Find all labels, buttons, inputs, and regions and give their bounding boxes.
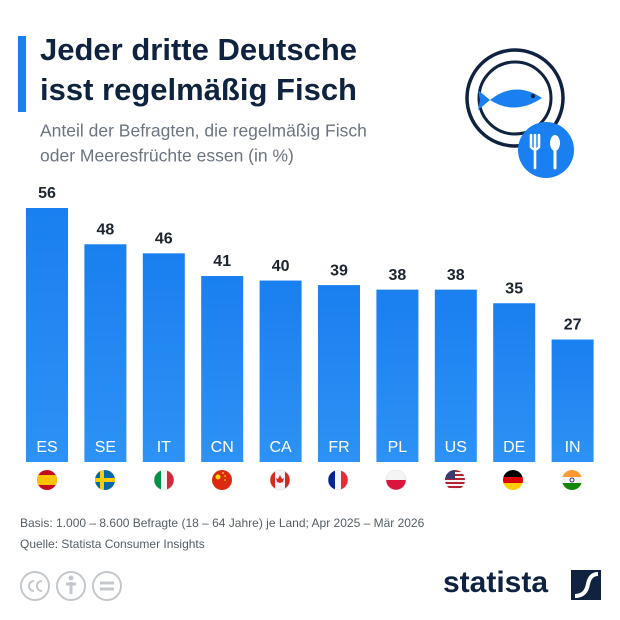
category-label: FR — [328, 439, 349, 456]
bar — [201, 276, 244, 462]
value-label: 27 — [564, 317, 582, 334]
value-label: 38 — [447, 267, 465, 284]
chart-subtitle: Anteil der Befragten, die regelmäßig Fis… — [40, 121, 367, 141]
value-label: 38 — [389, 267, 407, 284]
chart-subtitle: oder Meeresfrüchte essen (in %) — [40, 146, 294, 166]
title-accent — [18, 36, 26, 112]
bar — [26, 207, 68, 462]
bar — [84, 244, 127, 462]
value-label: 35 — [505, 280, 523, 297]
bar — [142, 253, 185, 462]
bar — [551, 339, 594, 462]
bar — [434, 289, 477, 462]
flags — [37, 469, 582, 491]
value-label: 39 — [330, 262, 348, 279]
category-label: DE — [503, 439, 525, 456]
source: Quelle: Statista Consumer Insights — [20, 537, 205, 551]
category-label: CA — [269, 439, 292, 456]
category-label: CN — [211, 439, 234, 456]
category-label: ES — [36, 439, 57, 456]
chart-title: isst regelmäßig Fisch — [40, 72, 357, 107]
bar — [493, 303, 536, 462]
category-label: US — [445, 439, 467, 456]
category-label: IT — [157, 439, 171, 456]
brand-logo: statista — [443, 566, 548, 599]
fish-icon — [465, 48, 574, 178]
note: Basis: 1.000 – 8.600 Befragte (18 – 64 J… — [20, 516, 425, 530]
bar — [259, 280, 302, 462]
value-label: 46 — [155, 231, 173, 248]
brand-mark — [571, 570, 601, 600]
bar — [318, 285, 360, 462]
value-label: 56 — [38, 185, 56, 202]
category-label: SE — [95, 439, 116, 456]
license-icons — [20, 571, 122, 601]
value-label: 41 — [213, 253, 231, 270]
value-label: 40 — [272, 258, 290, 275]
category-label: PL — [388, 439, 408, 456]
chart-title: Jeder dritte Deutsche — [40, 32, 357, 67]
category-label: IN — [565, 439, 581, 456]
value-label: 48 — [97, 221, 115, 238]
bar — [376, 289, 419, 462]
